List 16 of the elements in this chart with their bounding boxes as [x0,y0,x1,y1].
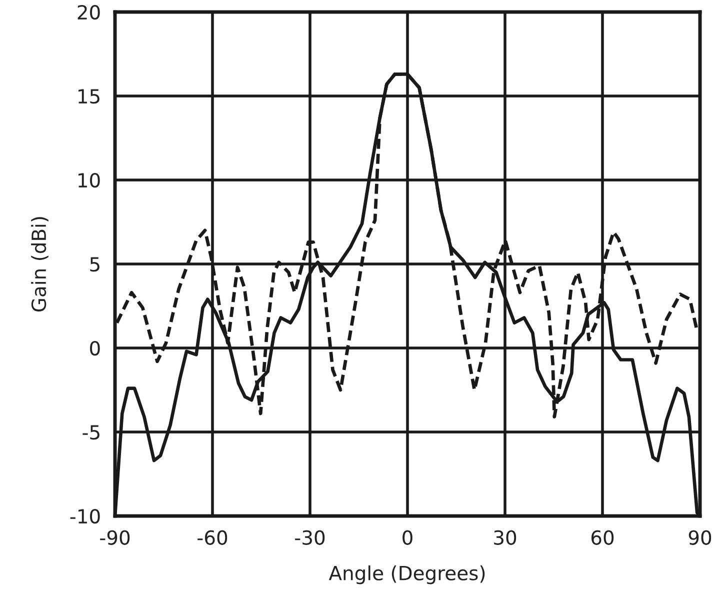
y-tick-label: 20 [78,4,100,20]
x-tick-label: 0 [402,530,412,545]
y-tick-label: -10 [70,508,100,524]
y-axis-title: Gain (dBi) [31,217,48,312]
y-tick-label: 10 [78,172,100,188]
x-tick-label: -30 [295,530,325,545]
x-tick-label: 30 [494,530,516,545]
x-axis-title: Angle (Degrees) [328,565,485,584]
x-tick-label: -60 [198,530,228,545]
x-tick-label: 90 [688,530,712,545]
y-tick-label: 15 [78,89,100,104]
x-tick-label: 60 [591,530,614,545]
y-tick-label: 0 [90,340,100,356]
x-tick-label: -90 [100,530,130,545]
y-tick-label: -5 [82,425,100,440]
y-tick-label: 5 [90,257,100,272]
